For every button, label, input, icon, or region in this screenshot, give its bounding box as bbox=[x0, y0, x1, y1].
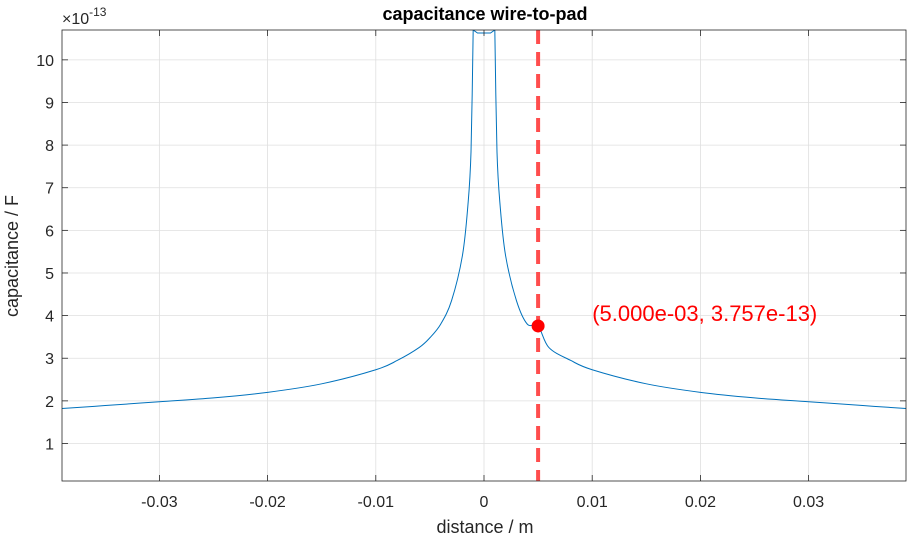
tick-labels: -0.03 -0.02 -0.01 0 0.01 0.02 0.03 1 2 3 4 5 6 7 8 9 10 bbox=[36, 30, 906, 511]
x-tick-label: -0.03 bbox=[141, 494, 178, 511]
y-tick-label: 8 bbox=[45, 138, 54, 155]
y-tick-label: 7 bbox=[45, 181, 54, 198]
y-tick-label: 2 bbox=[45, 394, 54, 411]
y-tick-label: 4 bbox=[45, 309, 54, 326]
y-tick-label: 10 bbox=[36, 53, 54, 70]
x-tick-label: -0.02 bbox=[249, 494, 286, 511]
series-line-right-branch bbox=[494, 30, 906, 410]
x-tick-label: -0.01 bbox=[358, 494, 395, 511]
x-tick-label: 0.03 bbox=[793, 494, 824, 511]
y-tick-label: 9 bbox=[45, 95, 54, 112]
y-tick-label: 3 bbox=[45, 351, 54, 368]
y-axis-title: capacitance / F bbox=[2, 195, 22, 317]
x-axis-title: distance / m bbox=[436, 517, 533, 537]
point-annotation: (5.000e-03, 3.757e-13) bbox=[592, 301, 817, 326]
grid-lines bbox=[62, 30, 906, 481]
y-tick-label: 5 bbox=[45, 266, 54, 283]
series-line-left-branch bbox=[62, 30, 474, 410]
x-tick-label: 0.02 bbox=[685, 494, 716, 511]
x-tick-label: 0.01 bbox=[577, 494, 608, 511]
x-tick-label: 0 bbox=[480, 494, 489, 511]
y-tick-label: 1 bbox=[45, 436, 54, 453]
marker-layer bbox=[531, 30, 545, 481]
y-axis-exponent: ×10-13 bbox=[62, 5, 107, 28]
y-tick-label: 6 bbox=[45, 223, 54, 240]
chart-title: capacitance wire-to-pad bbox=[382, 4, 587, 24]
marker-point bbox=[531, 319, 545, 333]
y-axis-exponent-base: ×10 bbox=[62, 11, 89, 28]
y-axis-exponent-power: -13 bbox=[89, 5, 107, 19]
